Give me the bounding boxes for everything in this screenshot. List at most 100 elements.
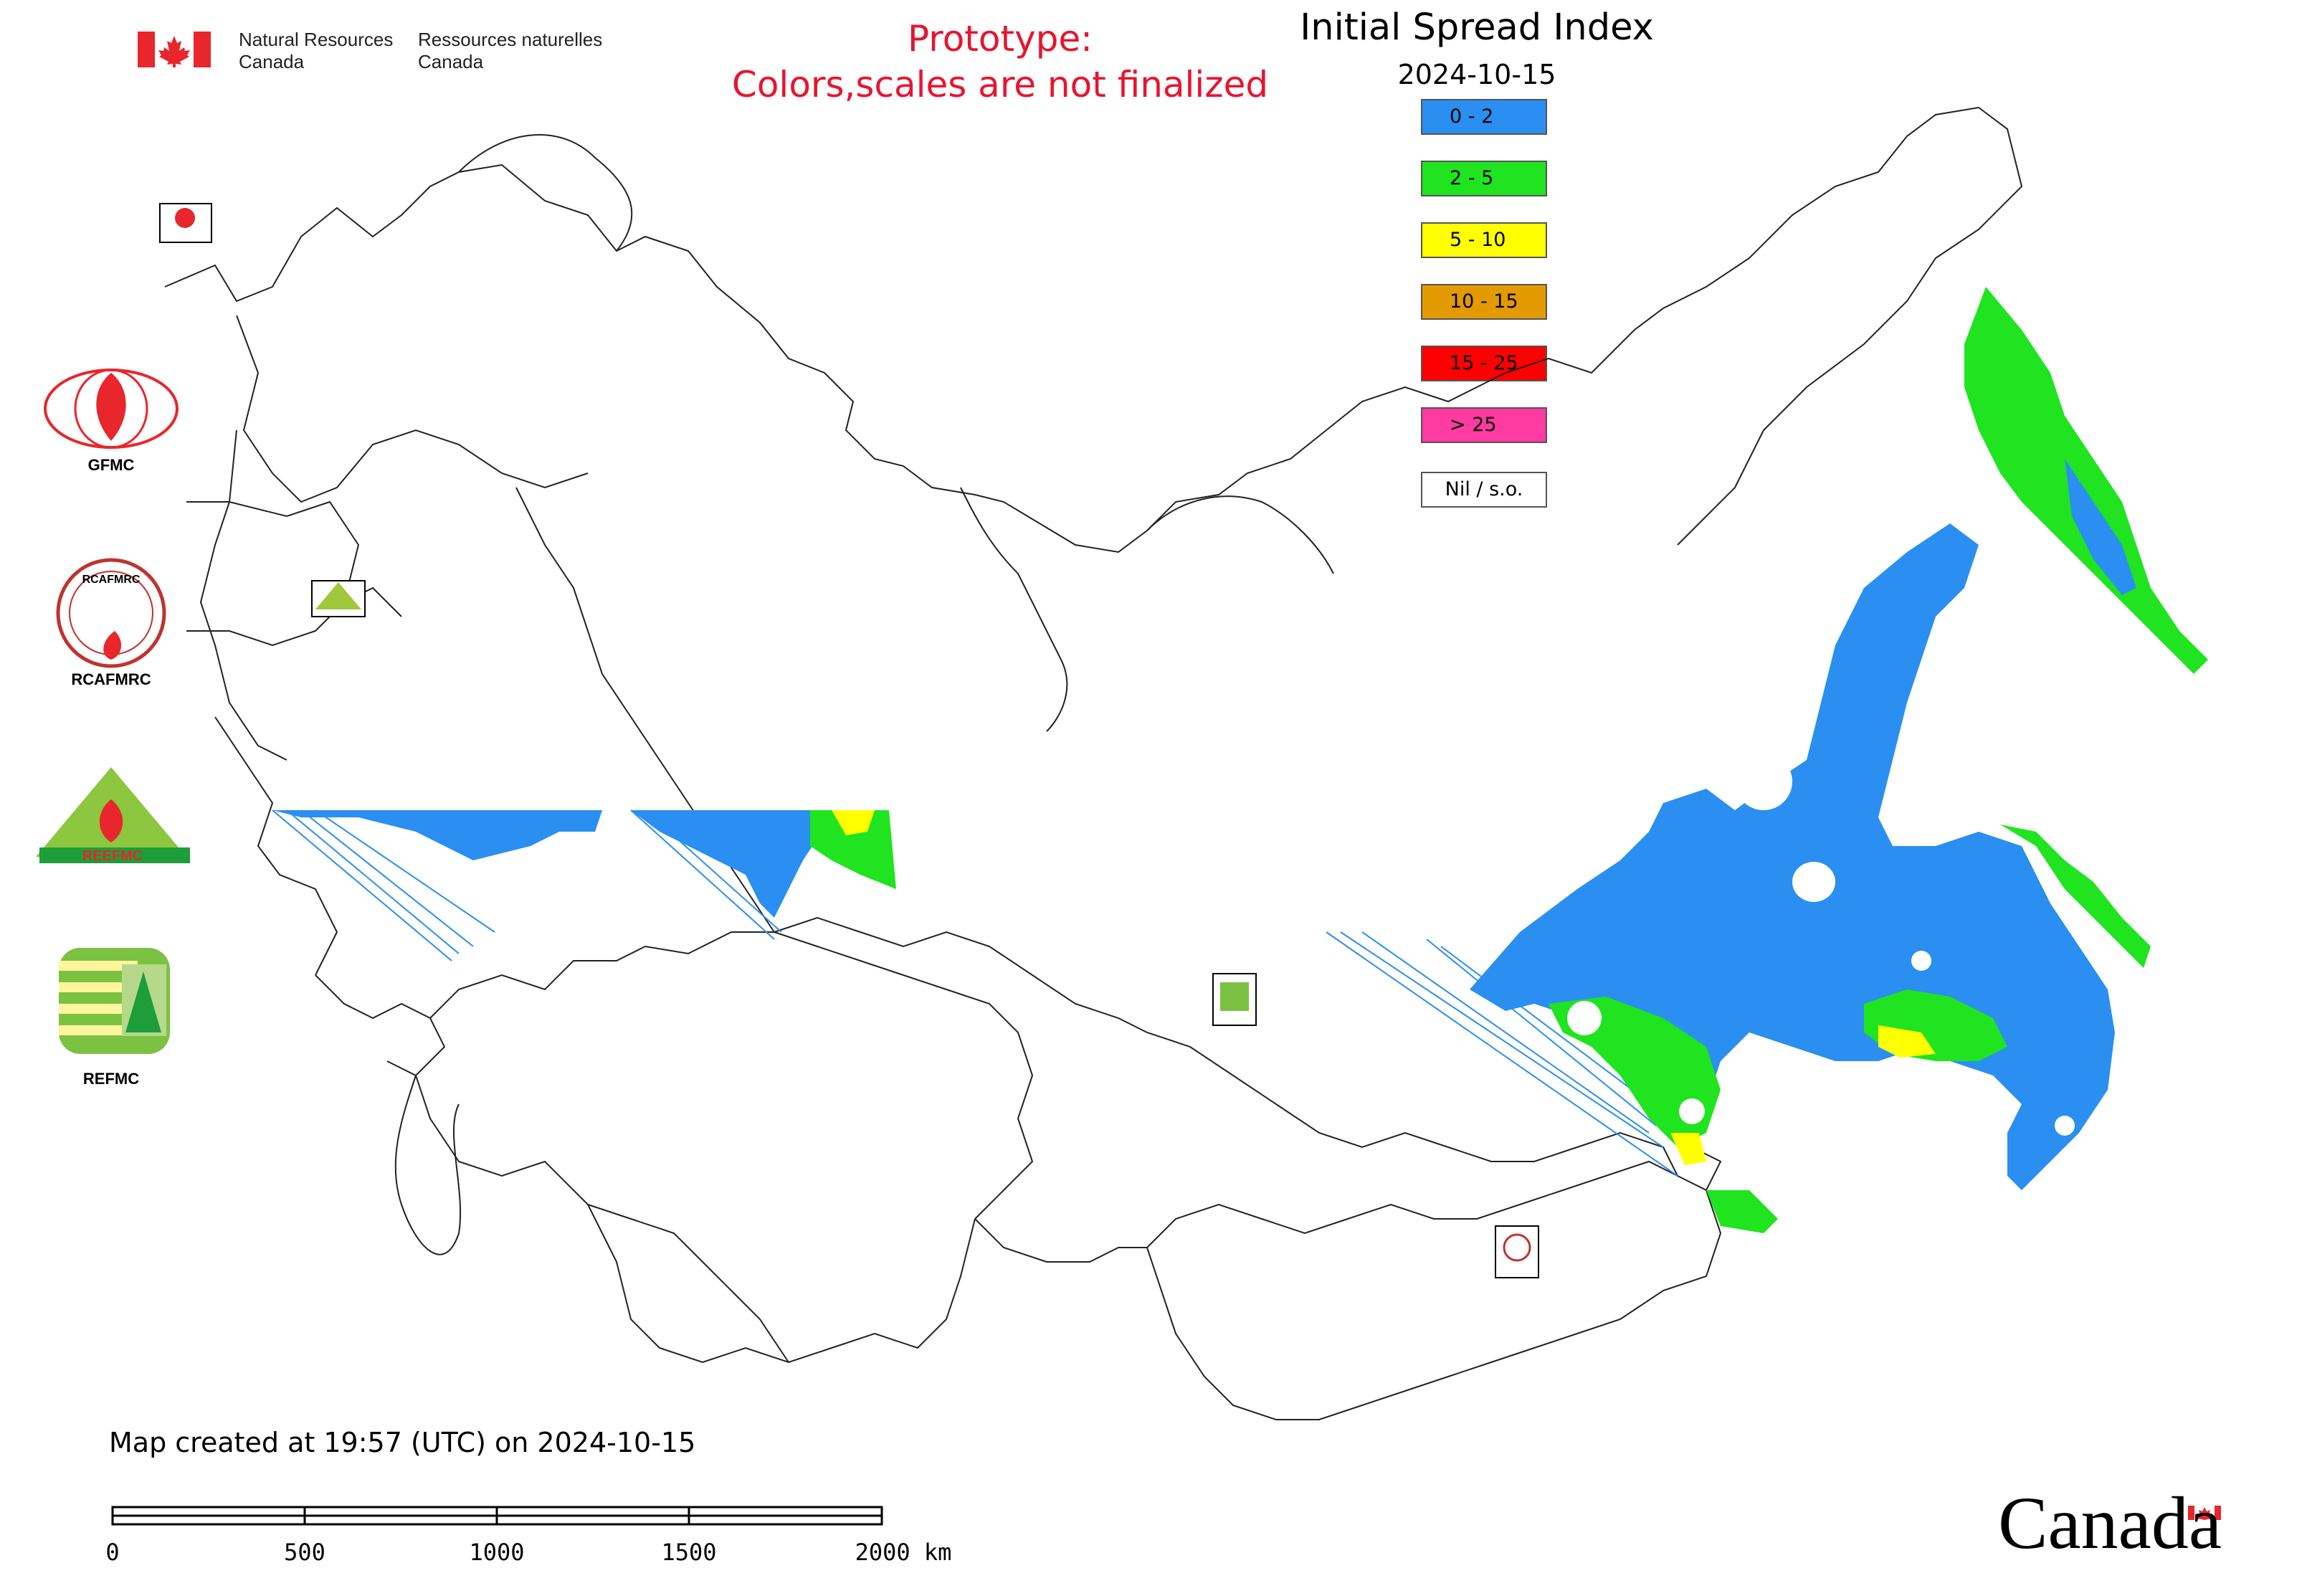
region-border-nw (236, 315, 589, 503)
rcafmrc-logo (56, 558, 166, 668)
reefmc-logo-band (39, 847, 190, 863)
scale-bar (111, 1506, 883, 1526)
coastline-kola (458, 133, 633, 252)
scale-tick-0: 0 (105, 1539, 120, 1566)
flag-band (2188, 1506, 2194, 1520)
country-borders (164, 106, 2023, 1420)
scale-tick-500: 500 (284, 1539, 325, 1566)
rcafmrc-badge-icon (1503, 1233, 1531, 1262)
legend-item-nil: Nil / s.o. (1421, 472, 1547, 508)
isi-china-green-patch (1706, 1190, 1778, 1233)
nrcan-agency-name: Natural Resources Canada (239, 29, 393, 73)
gfmc-badge-icon (175, 208, 195, 228)
agency-label-refmc: REFMC (82, 1070, 140, 1088)
isi-band-west2-blue (631, 810, 817, 918)
isi-streak (300, 809, 474, 947)
legend-label: 2 - 5 (1450, 167, 1494, 189)
agency-en-line2: Canada (239, 51, 305, 72)
isi-streak (286, 809, 460, 954)
isi-band-west2-yellow (832, 810, 875, 835)
refmc-logo-stripe (59, 982, 138, 992)
region-border-kazakhstan (429, 931, 1034, 1220)
agency-label-gfmc: GFMC (87, 456, 135, 474)
refmc-logo-stripe (59, 1025, 138, 1035)
scale-tick-1000: 1000 (469, 1539, 525, 1566)
isi-band-west-blue (272, 810, 602, 860)
region-border-siberia-south (774, 916, 1678, 1177)
flame-icon (99, 799, 123, 842)
region-border-ukraine (186, 586, 402, 647)
isi-amur-yellow (1878, 1025, 1936, 1058)
lake-hole (1735, 753, 1792, 810)
isi-far-east-blue (1470, 523, 2115, 1190)
legend-label: 0 - 2 (1450, 105, 1494, 128)
agency-fr-line1: Ressources naturelles (418, 29, 603, 50)
isi-streak (1361, 931, 1650, 1134)
nrcan-flag (138, 32, 211, 69)
legend-item-15-25: 15 - 25 (1421, 346, 1547, 381)
nrcan-agency-name-fr: Ressources naturelles Canada (418, 29, 602, 73)
legend-item-gt-25: > 25 (1421, 407, 1547, 443)
flag-band (2215, 1506, 2221, 1520)
gfmc-logo-meridian (74, 369, 148, 449)
agency-label-rcafmrc: RCAFMRC (71, 670, 151, 688)
coastline-north-west (164, 106, 2023, 554)
refmc-badge-icon (1220, 982, 1249, 1011)
region-border-uzbek (587, 1204, 789, 1363)
isi-streak (1340, 931, 1664, 1148)
isi-kamchatka-blue (2065, 459, 2136, 595)
maple-leaf-icon (2197, 1507, 2212, 1520)
isi-streak (630, 809, 775, 940)
lake-hole (2055, 1116, 2075, 1136)
isi-streak (645, 809, 782, 933)
legend-item-2-5: 2 - 5 (1421, 161, 1547, 196)
region-border-baltic (199, 429, 287, 761)
map-badges (159, 203, 1539, 1278)
region-border-mongolia (1146, 1160, 1722, 1420)
region-border-russia-south (974, 1218, 1147, 1263)
isi-yellow-south (1670, 1133, 1706, 1165)
prototype-line2: Colors,scales are not finalized (731, 64, 1269, 105)
agency-en-line1: Natural Resources (239, 29, 394, 50)
legend-item-5-10: 5 - 10 (1421, 222, 1547, 258)
isi-streak (272, 809, 452, 961)
lake-hole (1911, 951, 1931, 971)
lake-hole (1792, 862, 1835, 902)
isi-streak (315, 809, 495, 933)
tree-icon (125, 972, 161, 1032)
legend-label: 10 - 15 (1450, 290, 1518, 313)
isi-streak (1326, 931, 1678, 1177)
region-border-caspian (394, 1075, 462, 1255)
legend-item-0-2: 0 - 2 (1421, 99, 1547, 135)
isi-sakhalin-green (2000, 825, 2151, 968)
prototype-warning: Prototype: Colors,scales are not finaliz… (588, 16, 1412, 108)
coastline-yamal (960, 487, 1068, 732)
region-border-europe-south (214, 716, 338, 976)
canada-wordmark-flag (2188, 1506, 2221, 1520)
isi-kamchatka-green (1964, 287, 2208, 674)
isi-data-layer (272, 287, 2208, 1233)
scale-tick-2000: 2000 km (855, 1539, 952, 1566)
map-title: Initial Spread Index (1300, 6, 1654, 49)
isi-far-east-green-patches (1549, 997, 1721, 1147)
legend-label: 5 - 10 (1450, 229, 1506, 251)
scale-tick-1500: 1500 (661, 1539, 717, 1566)
region-border-belarus (186, 500, 360, 603)
reefmc-badge-icon (315, 582, 361, 609)
lake-hole (1567, 1001, 1602, 1035)
region-border-central-asia (415, 1075, 976, 1364)
lake-hole (1679, 1098, 1705, 1124)
isi-streak (1426, 939, 1657, 1126)
canada-wordmark: Canada (1998, 1482, 2222, 1564)
legend-label: > 25 (1450, 414, 1497, 436)
agency-fr-line2: Canada (418, 51, 484, 72)
map-date: 2024-10-15 (1397, 59, 1556, 90)
isi-streaks-west (272, 809, 1678, 1177)
map-created-note: Map created at 19:57 (UTC) on 2024-10-15 (109, 1427, 696, 1458)
prototype-line1: Prototype: (907, 18, 1093, 60)
flame-icon (96, 373, 126, 441)
legend-label: Nil / s.o. (1445, 478, 1523, 500)
legend-label: 15 - 25 (1450, 352, 1518, 374)
legend-item-10-15: 10 - 15 (1421, 284, 1547, 320)
